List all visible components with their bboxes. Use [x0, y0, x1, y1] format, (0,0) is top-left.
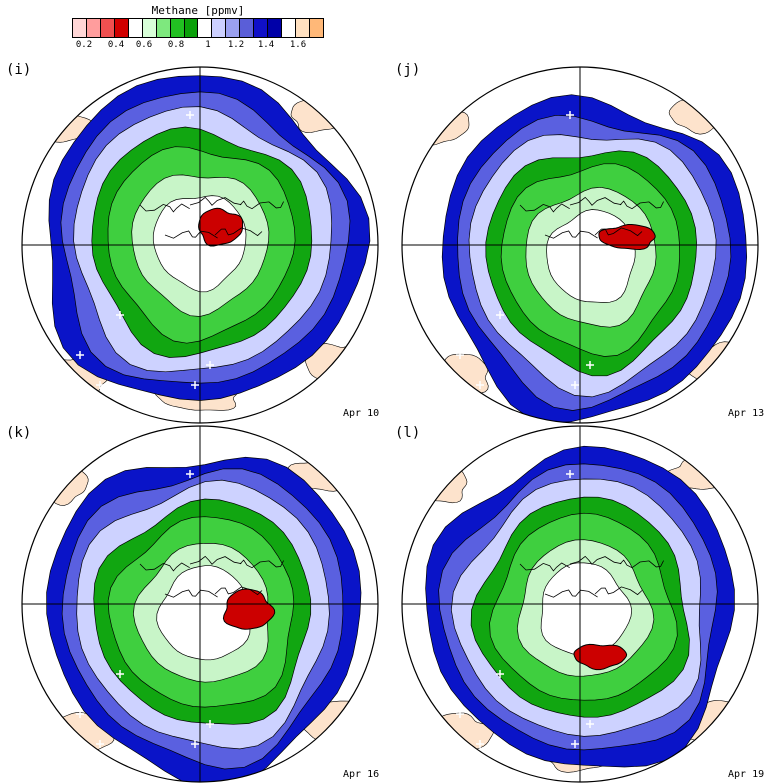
panel-label-k: (k)	[6, 425, 32, 441]
station-marker	[191, 740, 199, 748]
colorbar-swatches	[72, 18, 324, 38]
station-marker	[206, 720, 214, 728]
station-marker	[566, 111, 574, 119]
date-label-i: Apr 10	[343, 408, 380, 419]
colorbar-tick: 1.6	[289, 40, 307, 50]
colorbar-tick: 0.6	[135, 40, 153, 50]
colorbar-swatch	[114, 19, 129, 37]
colorbar-swatch	[100, 19, 115, 37]
station-marker	[571, 740, 579, 748]
colorbar-title: Methane [ppmv]	[151, 4, 245, 17]
panel-label-i: (i)	[6, 62, 32, 78]
low-methane-core	[573, 643, 628, 671]
panel-label-l: (l)	[395, 425, 421, 441]
low-methane-core	[598, 224, 656, 251]
colorbar-swatch	[142, 19, 157, 37]
colorbar-swatch	[226, 19, 241, 37]
vortex-core-center	[156, 565, 251, 661]
station-marker	[566, 470, 574, 478]
colorbar-swatch	[240, 19, 255, 37]
colorbar-swatch	[282, 19, 296, 37]
colorbar-tick: 0.4	[107, 40, 125, 50]
map-boundary	[401, 66, 759, 424]
map-boundary	[21, 66, 379, 424]
station-marker	[116, 670, 124, 678]
colorbar-ticks: 0.2 0.4 0.6 0.8 1 1.2 1.4 1.6	[72, 38, 324, 52]
panel-label-j: (j)	[395, 62, 421, 78]
station-marker	[116, 311, 124, 319]
date-label-l: Apr 19	[728, 769, 765, 780]
low-methane-core	[198, 207, 244, 247]
station-marker	[496, 311, 504, 319]
colorbar-swatch	[198, 19, 213, 37]
station-marker	[76, 351, 84, 359]
colorbar-tick: 0.2	[75, 40, 93, 50]
colorbar-swatch	[184, 19, 199, 37]
colorbar-tick: 1	[205, 40, 211, 50]
coastline	[139, 196, 284, 239]
station-marker	[586, 720, 594, 728]
colorbar: Methane [ppmv] 0.2 0.4 0.6 0.8 1 1.2 1.4…	[72, 4, 324, 52]
date-label-j: Apr 13	[728, 408, 765, 419]
polar-map-k	[21, 425, 379, 783]
colorbar-swatch	[296, 19, 310, 37]
colorbar-swatch	[156, 19, 171, 37]
station-marker	[586, 361, 594, 369]
coastline	[519, 555, 664, 598]
station-marker	[76, 710, 84, 718]
colorbar-swatch	[128, 19, 143, 37]
station-marker	[476, 740, 484, 748]
station-marker	[191, 381, 199, 389]
station-marker	[186, 111, 194, 119]
colorbar-swatch	[73, 19, 87, 37]
station-marker	[206, 361, 214, 369]
polar-map-l	[401, 425, 759, 783]
station-marker	[476, 381, 484, 389]
polar-map-i	[21, 66, 379, 424]
polar-map-j	[401, 66, 759, 424]
date-label-k: Apr 16	[343, 769, 380, 780]
colorbar-tick: 1.4	[257, 40, 275, 50]
coastline	[519, 196, 664, 239]
coastline	[139, 555, 284, 598]
colorbar-tick: 0.8	[167, 40, 185, 50]
colorbar-swatch	[212, 19, 227, 37]
station-marker	[96, 740, 104, 748]
station-marker	[456, 710, 464, 718]
colorbar-swatch	[309, 19, 323, 37]
colorbar-swatch	[254, 19, 269, 37]
colorbar-swatch	[170, 19, 185, 37]
colorbar-swatch	[86, 19, 101, 37]
station-marker	[496, 670, 504, 678]
station-marker	[96, 381, 104, 389]
station-marker	[456, 351, 464, 359]
station-marker	[186, 470, 194, 478]
colorbar-tick: 1.2	[227, 40, 245, 50]
station-marker	[571, 381, 579, 389]
colorbar-swatch	[268, 19, 283, 37]
